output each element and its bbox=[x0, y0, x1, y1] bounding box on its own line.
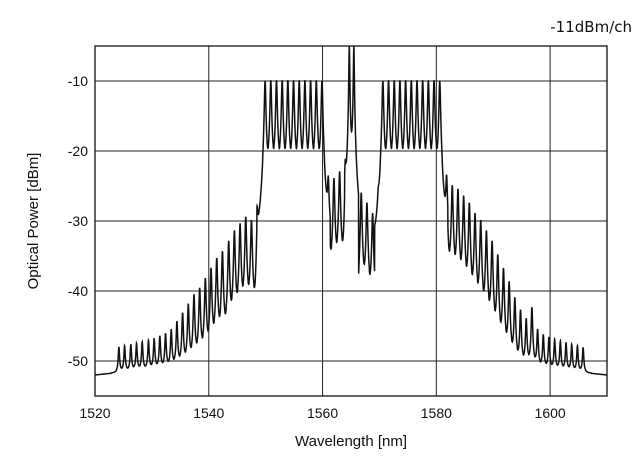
x-axis-label: Wavelength [nm] bbox=[295, 433, 407, 450]
y-tick-label: -20 bbox=[68, 143, 88, 159]
spectrum-series bbox=[95, 46, 607, 375]
y-tick-label: -40 bbox=[68, 283, 88, 299]
x-tick-label: 1540 bbox=[193, 405, 224, 421]
y-tick-label: -30 bbox=[68, 213, 88, 229]
y-tick-label: -10 bbox=[68, 73, 88, 89]
y-tick-label: -50 bbox=[68, 353, 88, 369]
x-tick-label: 1600 bbox=[535, 405, 566, 421]
y-axis-label: Optical Power [dBm] bbox=[25, 153, 42, 290]
x-tick-label: 1560 bbox=[307, 405, 338, 421]
x-tick-label: 1580 bbox=[421, 405, 452, 421]
spectrum-line bbox=[95, 46, 607, 375]
x-tick-label: 1520 bbox=[79, 405, 110, 421]
